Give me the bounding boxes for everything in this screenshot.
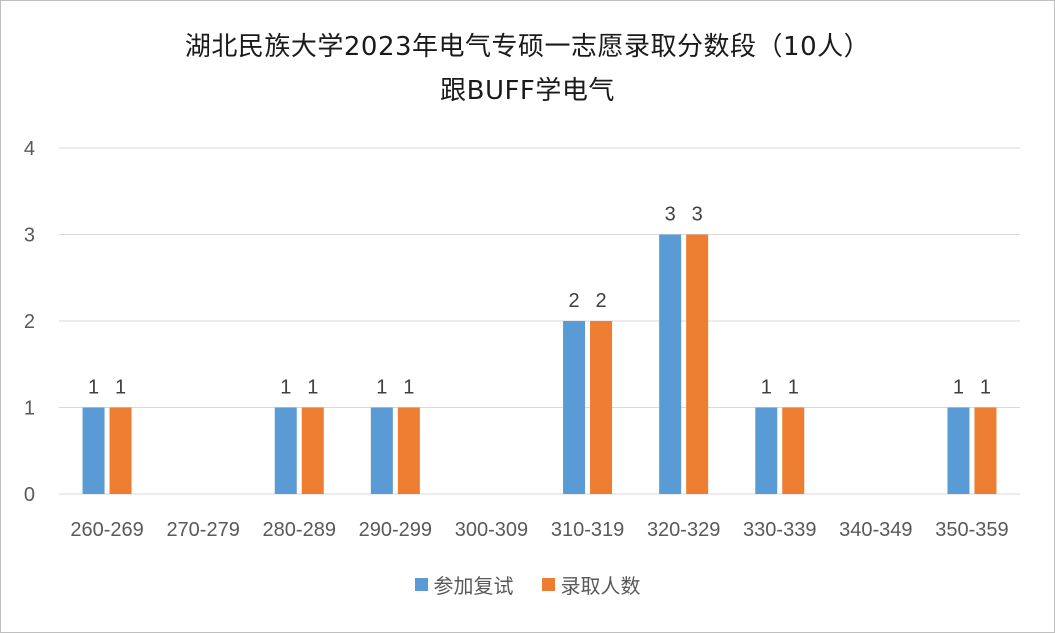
- bar: [370, 407, 393, 494]
- legend-label-series-2: 录取人数: [560, 574, 641, 598]
- bar: [82, 407, 105, 494]
- data-label: 2: [568, 290, 579, 312]
- chart-subtitle: 跟BUFF学电气: [440, 76, 615, 106]
- y-tick-label: 2: [24, 311, 35, 333]
- bar: [659, 234, 682, 494]
- bar: [301, 407, 324, 494]
- legend-swatch-series-2: [541, 578, 555, 591]
- bar: [397, 407, 420, 494]
- x-tick-label: 310-319: [551, 519, 624, 541]
- x-tick-label: 330-339: [743, 519, 816, 541]
- data-label: 1: [980, 377, 991, 399]
- bar: [974, 407, 997, 494]
- data-label: 3: [665, 204, 676, 226]
- legend-item-series-1: 参加复试: [414, 570, 514, 599]
- bar: [563, 321, 586, 494]
- bar: [755, 407, 778, 494]
- chart-title: 湖北民族大学2023年电气专硕一志愿录取分数段（10人）: [184, 32, 871, 62]
- data-label: 1: [376, 377, 387, 399]
- x-tick-label: 260-269: [70, 519, 143, 541]
- x-tick-label: 280-289: [263, 519, 336, 541]
- bar: [590, 321, 613, 494]
- data-label: 1: [761, 377, 772, 399]
- data-label: 1: [115, 377, 126, 399]
- bar: [947, 407, 970, 494]
- x-tick-label: 300-309: [455, 519, 528, 541]
- y-tick-label: 0: [24, 484, 35, 506]
- x-tick-label: 340-349: [839, 519, 912, 541]
- chart-legend: 参加复试 录取人数: [0, 570, 1055, 599]
- y-tick-label: 4: [24, 138, 35, 160]
- x-tick-label: 270-279: [166, 519, 239, 541]
- bar: [274, 407, 297, 494]
- data-label: 1: [788, 377, 799, 399]
- data-label: 1: [280, 377, 291, 399]
- data-label: 2: [595, 290, 606, 312]
- data-label: 1: [403, 377, 414, 399]
- data-label: 1: [88, 377, 99, 399]
- legend-label-series-1: 参加复试: [433, 574, 514, 598]
- data-label: 1: [953, 377, 964, 399]
- y-tick-label: 1: [24, 398, 35, 420]
- y-tick-label: 3: [24, 225, 35, 247]
- data-label: 3: [692, 204, 703, 226]
- data-label: 1: [307, 377, 318, 399]
- x-tick-label: 290-299: [359, 519, 432, 541]
- bar: [686, 234, 709, 494]
- x-tick-label: 320-329: [647, 519, 720, 541]
- legend-item-series-2: 录取人数: [541, 570, 641, 599]
- bar: [782, 407, 805, 494]
- legend-swatch-series-1: [414, 578, 428, 591]
- bar: [109, 407, 132, 494]
- x-tick-label: 350-359: [935, 519, 1008, 541]
